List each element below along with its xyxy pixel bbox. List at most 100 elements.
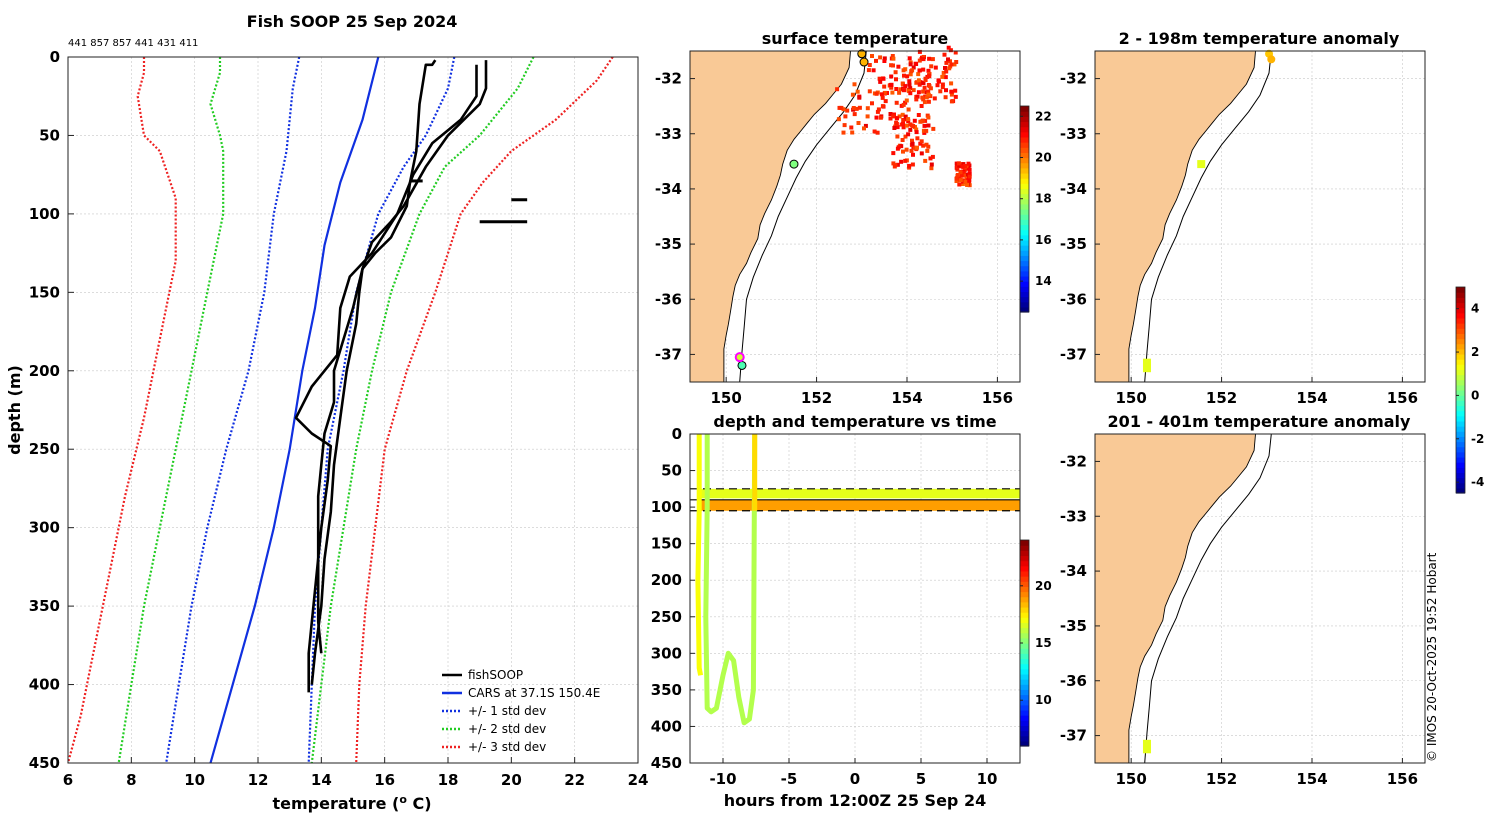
sst-pixel [908, 83, 912, 87]
colorbar-step [1456, 472, 1465, 478]
sst-pixel [903, 159, 907, 163]
legend-label: +/- 1 std dev [468, 704, 546, 718]
colorbar-step [1020, 137, 1029, 143]
sst-pixel [874, 59, 878, 63]
sst-pixel [953, 89, 957, 93]
sst-pixel [873, 130, 877, 134]
sst-pixel [911, 163, 915, 167]
time-band [699, 500, 1020, 511]
sst-pixel [853, 82, 857, 86]
map-y-tick-label: -33 [1060, 507, 1087, 525]
colorbar-step [1020, 281, 1029, 287]
sst-pixel [911, 153, 915, 157]
colorbar-step [1456, 467, 1465, 473]
colorbar-step [1020, 286, 1029, 292]
colorbar-step [1020, 715, 1029, 721]
sst-pixel [930, 163, 934, 167]
station-marker [738, 361, 746, 369]
profile-x-tick-label: 10 [184, 771, 205, 789]
colorbar-step [1456, 447, 1465, 453]
colorbar-step [1020, 183, 1029, 189]
profile-y-tick-label: 50 [39, 126, 60, 144]
colorbar-step [1020, 132, 1029, 138]
sst-pixel [929, 86, 933, 90]
sst-pixel [920, 104, 924, 108]
sst-pixel [920, 139, 924, 143]
time-y-tick-label: 350 [651, 681, 682, 699]
colorbar-step [1020, 653, 1029, 659]
colorbar-step [1456, 318, 1465, 324]
map-x-tick-label: 150 [1116, 770, 1147, 788]
sst-pixel [882, 85, 886, 89]
sst-pixel [838, 106, 842, 110]
sst-pixel [856, 90, 860, 94]
colorbar-step [1456, 416, 1465, 422]
colorbar-step [1020, 664, 1029, 670]
colorbar-step [1020, 586, 1029, 592]
time-x-tick-label: 5 [916, 770, 926, 788]
colorbar-step [1456, 426, 1465, 432]
sst-pixel [921, 90, 925, 94]
colorbar-step [1020, 245, 1029, 251]
sst-pixel [906, 132, 910, 136]
map-x-tick-label: 154 [1296, 770, 1327, 788]
sst-pixel [959, 178, 963, 182]
profile-y-tick-label: 350 [29, 597, 60, 615]
station-marker [790, 160, 798, 168]
colorbar-step [1456, 400, 1465, 406]
sst-pixel [924, 129, 928, 133]
sst-pixel [870, 54, 874, 58]
sst-pixel [851, 93, 855, 97]
map-x-tick-label: 154 [1296, 389, 1327, 407]
colorbar-step [1020, 209, 1029, 215]
sst-pixel [895, 122, 899, 126]
colorbar-step [1020, 658, 1029, 664]
colorbar-step [1456, 395, 1465, 401]
sst-pixel [954, 95, 958, 99]
profile-y-tick-label: 400 [29, 676, 60, 694]
sst-pixel [927, 124, 931, 128]
colorbar-tick-label: 4 [1471, 302, 1479, 316]
map-y-tick-label: -35 [655, 235, 682, 253]
sst-pixel [961, 165, 965, 169]
sst-pixel [968, 168, 972, 172]
time-y-tick-label: 150 [651, 535, 682, 553]
sst-pixel [927, 57, 931, 61]
profile-plot: 6 8 10 12 14 16 18 20 22 240501001502002503003504… [29, 48, 649, 789]
sst-pixel [925, 143, 929, 147]
anomaly-marker [1197, 160, 1205, 168]
sst-pixel [878, 80, 882, 84]
profile-x-tick-label: 24 [628, 771, 649, 789]
colorbar-step [1456, 339, 1465, 345]
sst-pixel [911, 142, 915, 146]
sst-pixel [857, 96, 861, 100]
sst-pixel [963, 180, 967, 184]
colorbar-step [1020, 121, 1029, 127]
sst-pixel [937, 80, 941, 84]
anom1-title: 2 - 198m temperature anomaly [1119, 29, 1400, 48]
colorbar-step [1020, 617, 1029, 623]
sst-pixel [902, 103, 906, 107]
colorbar-step [1020, 602, 1029, 608]
map-y-tick-label: -34 [1060, 562, 1087, 580]
sst-pixel [929, 166, 933, 170]
profile-y-tick-label: 200 [29, 362, 60, 380]
sst-pixel [857, 121, 861, 125]
colorbar-step [1020, 555, 1029, 561]
colorbar-step [1456, 462, 1465, 468]
sst-pixel [926, 93, 930, 97]
colorbar-step [1020, 147, 1029, 153]
anomaly-map-shallow: 150 152 154 156-32-33-34-35-36-37 [1060, 50, 1425, 407]
time-y-tick-label: 50 [661, 462, 682, 480]
sst-pixel [908, 128, 912, 132]
map-y-tick-label: -35 [1060, 617, 1087, 635]
sst-pixel [923, 86, 927, 90]
colorbar-tick-label: 0 [1471, 388, 1479, 402]
sst-pixel [927, 100, 931, 104]
colorbar-step [1456, 313, 1465, 319]
sst-pixel [862, 126, 866, 130]
sst-pixel [931, 155, 935, 159]
sst-pixel [917, 90, 921, 94]
anomaly-marker [1143, 364, 1151, 372]
sst-pixel [931, 127, 935, 131]
